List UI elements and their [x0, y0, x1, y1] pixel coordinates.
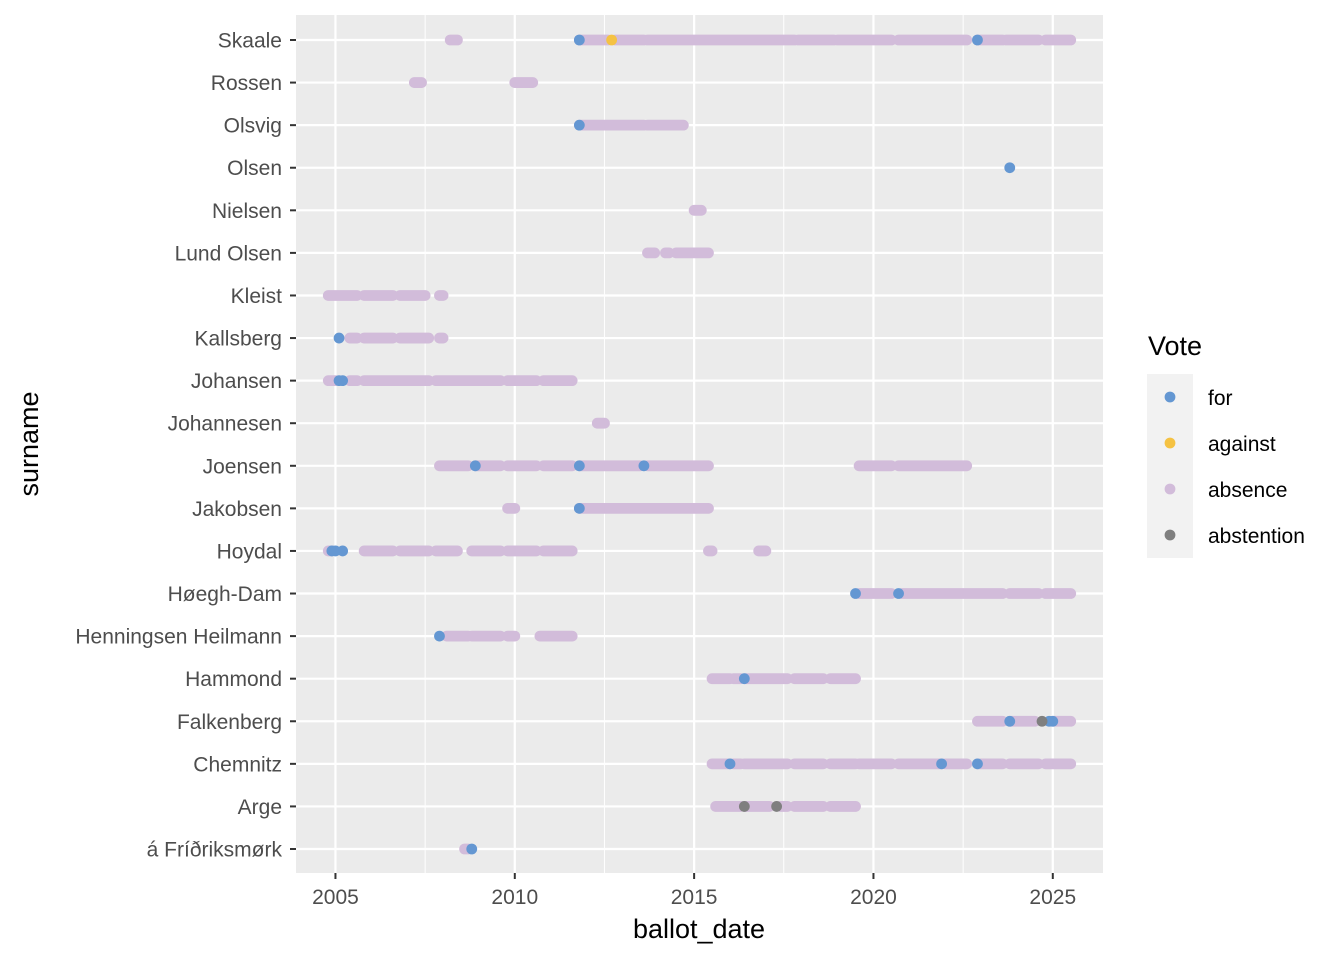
y-tick-label: Hammond [185, 668, 282, 691]
legend-key-abstention [1164, 529, 1176, 541]
y-axis-title: surname [14, 391, 44, 496]
for-point [434, 630, 445, 642]
legend-label-absence: absence [1208, 479, 1287, 502]
for-point [972, 758, 983, 770]
y-tick-label: Arge [238, 796, 282, 819]
y-axis: Skaale Rossen Olsvig Olsen Nielsen Lund Olsen… [75, 30, 296, 862]
for-point [1047, 715, 1059, 727]
for-point [333, 332, 345, 344]
y-tick-label: Skaale [218, 30, 282, 53]
for-point [337, 375, 349, 387]
y-tick-label: Chemnitz [193, 753, 282, 776]
y-tick-label: Kleist [231, 285, 283, 308]
legend-key-background [1147, 374, 1193, 558]
for-point [738, 673, 750, 685]
abstention-point [771, 801, 783, 812]
y-tick-label: Kallsberg [194, 328, 282, 351]
abstention-point [1036, 715, 1048, 727]
y-tick-label: Høegh-Dam [168, 583, 282, 606]
x-tick-label: 2015 [671, 886, 718, 909]
x-axis-title: ballot_date [633, 914, 765, 944]
x-axis: 2005 2010 2015 2020 2025 [312, 873, 1076, 909]
legend-key-for [1164, 391, 1176, 403]
plot-panel [296, 15, 1103, 873]
x-tick-label: 2025 [1029, 886, 1076, 909]
for-point [724, 758, 736, 770]
y-tick-label: Jakobsen [192, 498, 282, 521]
for-point [1004, 715, 1016, 727]
for-point [573, 34, 585, 46]
legend-key-against [1164, 437, 1176, 449]
for-point [573, 502, 585, 514]
legend: Vote for against absence abstention [1147, 331, 1305, 558]
y-tick-label: á Fríðriksmørk [147, 839, 283, 862]
y-tick-label: Falkenberg [177, 711, 282, 734]
for-point [638, 460, 650, 472]
y-tick-label: Lund Olsen [175, 242, 282, 265]
y-tick-label: Johannesen [168, 413, 282, 436]
x-tick-label: 2005 [312, 886, 359, 909]
legend-key-absence [1164, 483, 1176, 495]
for-point [573, 460, 585, 472]
legend-label-abstention: abstention [1208, 525, 1305, 548]
minor-gridlines [424, 15, 964, 873]
y-tick-label: Olsvig [224, 115, 282, 138]
for-point [936, 758, 947, 770]
x-tick-label: 2010 [491, 886, 538, 909]
y-tick-label: Rossen [211, 72, 282, 95]
abstention-point [738, 801, 750, 812]
y-tick-label: Henningsen Heilmann [75, 626, 282, 649]
for-point [1004, 162, 1016, 174]
for-point [893, 588, 904, 599]
y-tick-label: Nielsen [212, 200, 282, 223]
legend-entries: for against absence abstention [1164, 387, 1305, 548]
for-point [850, 588, 861, 599]
against-point [606, 34, 618, 46]
y-tick-label: Johansen [191, 370, 282, 393]
legend-label-against: against [1208, 433, 1276, 456]
for-point [972, 34, 983, 46]
for-point [469, 460, 481, 472]
for-point [337, 545, 349, 557]
y-tick-label: Hoydal [217, 540, 282, 563]
y-tick-label: Joensen [203, 455, 282, 478]
y-tick-label: Olsen [227, 157, 282, 180]
for-point [466, 843, 478, 855]
legend-title: Vote [1148, 331, 1202, 361]
absence-marks [322, 34, 1077, 855]
x-tick-label: 2020 [850, 886, 897, 909]
legend-label-for: for [1208, 387, 1233, 410]
for-point [573, 119, 585, 131]
vote-points [326, 34, 1059, 855]
